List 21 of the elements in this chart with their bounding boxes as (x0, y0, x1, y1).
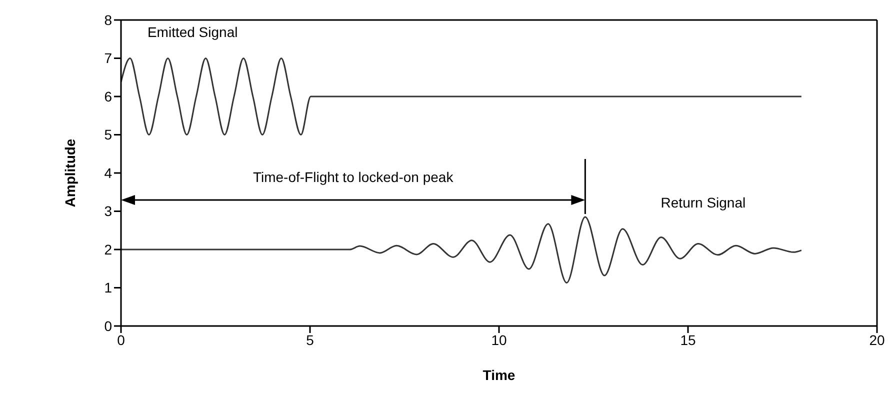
line-series (121, 58, 802, 136)
x-tick-label: 0 (117, 332, 126, 348)
y-tick-label: 0 (104, 318, 112, 334)
y-tick-label: 7 (104, 50, 112, 66)
y-tick-label: 8 (104, 12, 112, 28)
y-axis-title: Amplitude (62, 138, 78, 208)
x-tick-label: 15 (680, 332, 696, 348)
y-tick-label: 4 (104, 164, 112, 181)
y-tick-label: 1 (104, 280, 112, 296)
series-label: Return Signal (660, 194, 746, 210)
y-tick-label: 6 (104, 88, 112, 104)
x-tick-label: 10 (491, 332, 507, 348)
x-tick-label: 20 (869, 332, 885, 348)
x-axis-title: Time (482, 367, 516, 383)
y-tick-label: 5 (104, 126, 112, 143)
y-tick-label: 3 (104, 203, 112, 220)
line-series (121, 216, 802, 284)
y-tick-label: 2 (104, 241, 112, 258)
series-label: Emitted Signal (147, 24, 238, 40)
x-tick-label: 5 (306, 332, 314, 348)
annotation: Time-of-Flight to locked-on peak (252, 168, 454, 185)
